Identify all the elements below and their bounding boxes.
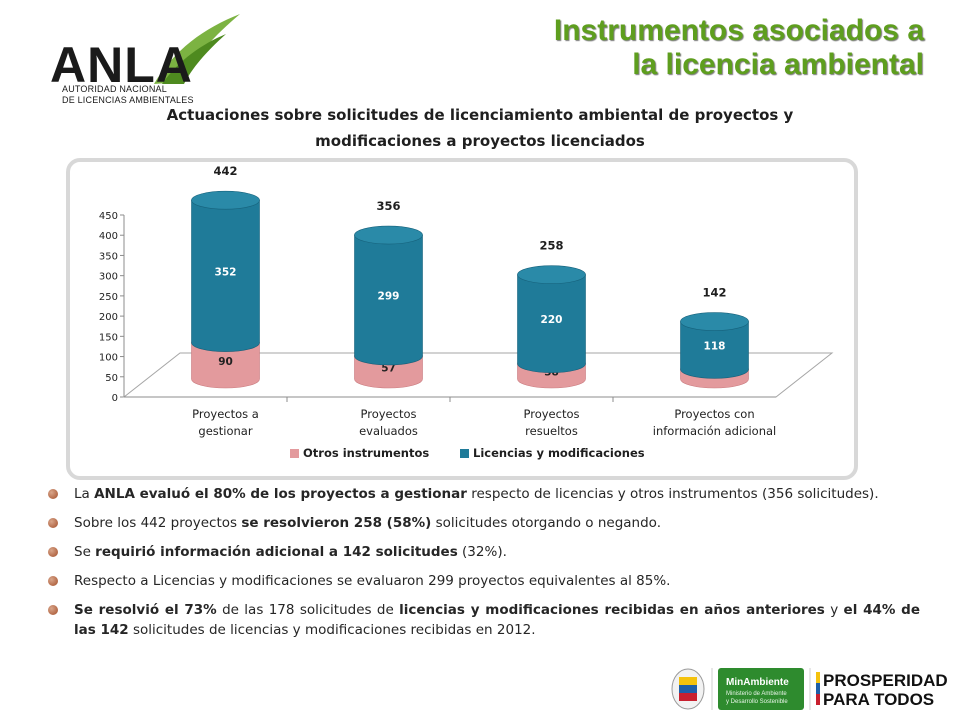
bar-value-label: 118 (704, 340, 726, 352)
y-tick-label: 450 (99, 211, 118, 222)
y-tick-label: 50 (105, 373, 118, 384)
finding-5: Se resolvió el 73% de las 178 solicitude… (48, 600, 920, 640)
logo-subtitle-line2: DE LICENCIAS AMBIENTALES (62, 95, 194, 105)
finding-text: Respecto a Licencias y modificaciones se… (74, 573, 671, 589)
finding-1: La ANLA evaluó el 80% de los proyectos a… (48, 484, 920, 504)
category-label: Proyectos (524, 407, 580, 421)
finding-text: requirió información adicional a 142 sol… (95, 544, 458, 560)
category-label: Proyectos con (674, 407, 754, 421)
finding-text: respecto de licencias y otros instrument… (466, 486, 879, 502)
y-tick-label: 100 (99, 353, 118, 364)
prosperidad-line1: PROSPERIDAD (823, 671, 948, 690)
y-tick-label: 300 (99, 272, 118, 283)
anla-logo: ANLA (50, 14, 240, 93)
finding-text: solicitudes otorgando o negando. (431, 515, 661, 531)
finding-3: Se requirió información adicional a 142 … (48, 542, 920, 562)
bullet-icon (48, 605, 58, 615)
bar-total-label: 258 (539, 239, 563, 253)
bar-value-label: 299 (378, 290, 400, 302)
minambiente-label: MinAmbiente (726, 677, 789, 688)
page-title-line2: la licencia ambiental (632, 48, 924, 81)
bullet-icon (48, 576, 58, 586)
chart-title-line1: Actuaciones sobre solicitudes de licenci… (166, 106, 794, 124)
finding-text: Se resolvió el 73% (74, 602, 217, 618)
category-label: Proyectos a (192, 407, 259, 421)
bar-licencias-modificaciones (191, 190, 260, 352)
category-label: evaluados (359, 424, 418, 438)
y-tick-label: 0 (112, 393, 118, 404)
finding-text: solicitudes de licencias y modificacione… (128, 622, 536, 638)
bar-total-label: 356 (376, 199, 400, 213)
bar-licencias-modificaciones (354, 225, 423, 366)
legend-label: Licencias y modificaciones (473, 446, 645, 460)
minambiente-sub1: Ministerio de Ambiente (726, 691, 787, 697)
y-tick-label: 350 (99, 251, 118, 262)
bar-value-label: 90 (218, 356, 233, 368)
bar-value-label: 57 (381, 362, 396, 374)
finding-text: y (824, 602, 844, 618)
bar-licencias-modificaciones (517, 265, 586, 373)
finding-2: Sobre los 442 proyectos se resolvieron 2… (48, 513, 920, 533)
finding-4: Respecto a Licencias y modificaciones se… (48, 571, 920, 591)
legend-swatch (460, 449, 469, 458)
bullet-icon (48, 518, 58, 528)
finding-text: licencias y modificaciones recibidas en … (399, 602, 825, 618)
bar-total-label: 142 (702, 286, 726, 300)
findings-list: La ANLA evaluó el 80% de los proyectos a… (48, 484, 920, 649)
y-tick-label: 400 (99, 231, 118, 242)
y-tick-label: 200 (99, 312, 118, 323)
chart-title-line2: modificaciones a proyectos licenciados (315, 132, 645, 150)
bullet-icon (48, 489, 58, 499)
logo-subtitle: AUTORIDAD NACIONAL DE LICENCIAS AMBIENTA… (62, 84, 194, 106)
finding-text: (32%). (457, 544, 507, 560)
y-tick-label: 250 (99, 292, 118, 303)
chart-title: Actuaciones sobre solicitudes de licenci… (120, 102, 840, 154)
finding-text: ANLA evaluó el 80% de los proyectos a ge… (94, 486, 467, 502)
category-label: información adicional (653, 424, 776, 438)
category-label: Proyectos (361, 407, 417, 421)
minambiente-sub2: y Desarrollo Sostenible (726, 699, 788, 705)
bar-licencias-modificaciones (680, 312, 749, 379)
finding-text: de las 178 solicitudes de (216, 602, 400, 618)
prosperidad-line2: PARA TODOS (823, 690, 934, 709)
page-title-line1: Instrumentos asociados a (553, 14, 924, 47)
finding-text: La (74, 486, 95, 502)
logo-subtitle-line1: AUTORIDAD NACIONAL (62, 84, 167, 94)
bar-top (191, 190, 260, 210)
bar-body (680, 321, 749, 379)
bar-top (680, 312, 749, 331)
bullet-icon (48, 547, 58, 557)
footer-logos: MinAmbiente Ministerio de Ambiente y Des… (671, 668, 948, 710)
finding-text: el 44% de las 142 (74, 602, 920, 638)
bar-value-label: 352 (215, 266, 237, 278)
finding-text: se resolvieron 258 (58%) (241, 515, 432, 531)
legend-label: Otros instrumentos (303, 446, 429, 460)
category-label: resueltos (525, 424, 578, 438)
minambiente-logo: MinAmbiente Ministerio de Ambiente y Des… (718, 668, 804, 710)
finding-text: Se (74, 544, 96, 560)
bar-value-label: 220 (541, 314, 563, 326)
logo-wordmark: ANLA (50, 37, 193, 93)
bar-body (517, 274, 586, 373)
bar-top (354, 225, 423, 245)
bar-body (354, 234, 423, 366)
y-tick-label: 150 (99, 332, 118, 343)
colombia-shield-icon (671, 668, 705, 710)
prosperidad-logo: PROSPERIDAD PARA TODOS (816, 671, 948, 709)
bar-top (517, 265, 586, 284)
legend-swatch (290, 449, 299, 458)
bar-body (191, 199, 260, 352)
category-label: gestionar (198, 424, 252, 438)
page-title: Instrumentos asociados a la licencia amb… (554, 14, 924, 82)
bar-body (191, 342, 260, 389)
finding-text: Sobre los 442 proyectos (74, 515, 242, 531)
bar-total-label: 442 (213, 164, 237, 178)
